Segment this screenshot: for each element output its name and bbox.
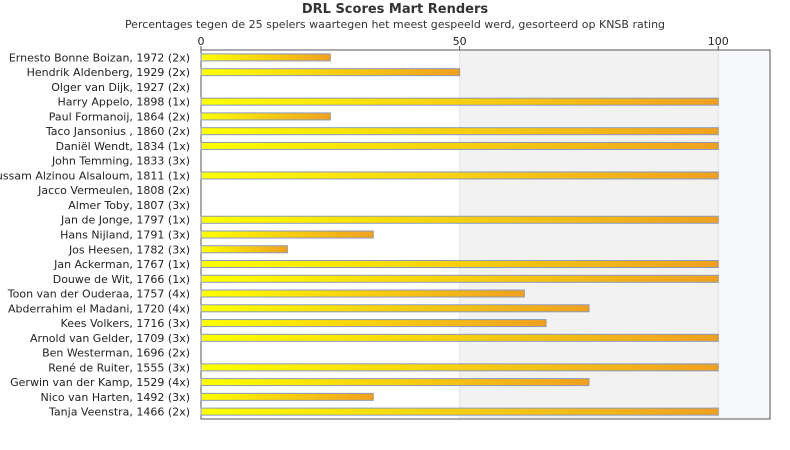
- category-label-3: Harry Appelo, 1898 (1x): [58, 96, 191, 109]
- category-label-22: Gerwin van der Kamp, 1529 (4x): [10, 376, 190, 389]
- category-label-11: Jan de Jonge, 1797 (1x): [60, 214, 190, 227]
- bar-4: [200, 112, 331, 121]
- plot-band-edge: [718, 50, 770, 419]
- tick-label-2: 100: [708, 35, 729, 48]
- bar-12: [200, 230, 374, 239]
- category-label-19: Arnold van Gelder, 1709 (3x): [30, 332, 190, 345]
- category-label-13: Jos Heesen, 1782 (3x): [68, 243, 190, 256]
- bar-0: [200, 53, 331, 62]
- plot-band: [459, 50, 719, 419]
- tick-label-0: 0: [198, 35, 205, 48]
- bar-11: [200, 215, 719, 224]
- category-label-17: Abderrahim el Madani, 1720 (4x): [8, 302, 190, 315]
- category-label-16: Toon van der Ouderaa, 1757 (4x): [7, 288, 190, 301]
- bar-5: [200, 127, 719, 136]
- bar-24: [200, 407, 719, 416]
- chart-title: DRL Scores Mart Renders: [301, 2, 489, 17]
- bar-1: [200, 68, 461, 77]
- category-label-15: Douwe de Wit, 1766 (1x): [53, 273, 190, 286]
- bar-13: [200, 245, 288, 254]
- category-labels: Ernesto Bonne Boizan, 1972 (2x) Hendrik A…: [0, 51, 190, 418]
- bar-14: [200, 260, 719, 269]
- category-label-14: Jan Ackerman, 1767 (1x): [53, 258, 190, 271]
- category-label-7: John Temming, 1833 (3x): [51, 155, 190, 168]
- category-label-2: Olger van Dijk, 1927 (2x): [51, 81, 190, 94]
- bar-17: [200, 304, 590, 313]
- category-label-1: Hendrik Aldenberg, 1929 (2x): [27, 66, 190, 79]
- bar-19: [200, 333, 719, 342]
- category-label-8: Hussam Alzinou Alsaloum, 1811 (1x): [0, 169, 190, 182]
- bar-6: [200, 141, 719, 150]
- category-label-21: René de Ruiter, 1555 (3x): [48, 361, 190, 374]
- category-label-4: Paul Formanoij, 1864 (2x): [49, 110, 190, 123]
- tick-label-1: 50: [453, 35, 467, 48]
- category-label-23: Nico van Harten, 1492 (3x): [41, 391, 190, 404]
- bar-3: [200, 97, 719, 106]
- category-label-20: Ben Westerman, 1696 (2x): [42, 347, 190, 360]
- bar-23: [200, 392, 374, 401]
- category-label-12: Hans Nijland, 1791 (3x): [60, 229, 190, 242]
- category-label-0: Ernesto Bonne Boizan, 1972 (2x): [9, 51, 190, 64]
- category-label-24: Tanja Veenstra, 1466 (2x): [48, 406, 190, 419]
- chart-subtitle: Percentages tegen de 25 spelers waartege…: [124, 18, 666, 31]
- bar-21: [200, 363, 719, 372]
- bar-15: [200, 274, 719, 283]
- bar-18: [200, 319, 547, 328]
- x-axis-ticks: 0 50 100: [198, 35, 729, 50]
- bar-8: [200, 171, 719, 180]
- category-label-5: Taco Jansonius , 1860 (2x): [45, 125, 190, 138]
- plot-background: [200, 49, 771, 420]
- category-label-18: Kees Volkers, 1716 (3x): [61, 317, 190, 330]
- category-label-6: Daniël Wendt, 1834 (1x): [56, 140, 190, 153]
- bars: [200, 53, 719, 416]
- bar-16: [200, 289, 525, 298]
- category-label-9: Jacco Vermeulen, 1808 (2x): [37, 184, 190, 197]
- bar-22: [200, 378, 590, 387]
- category-label-10: Almer Toby, 1807 (3x): [68, 199, 190, 212]
